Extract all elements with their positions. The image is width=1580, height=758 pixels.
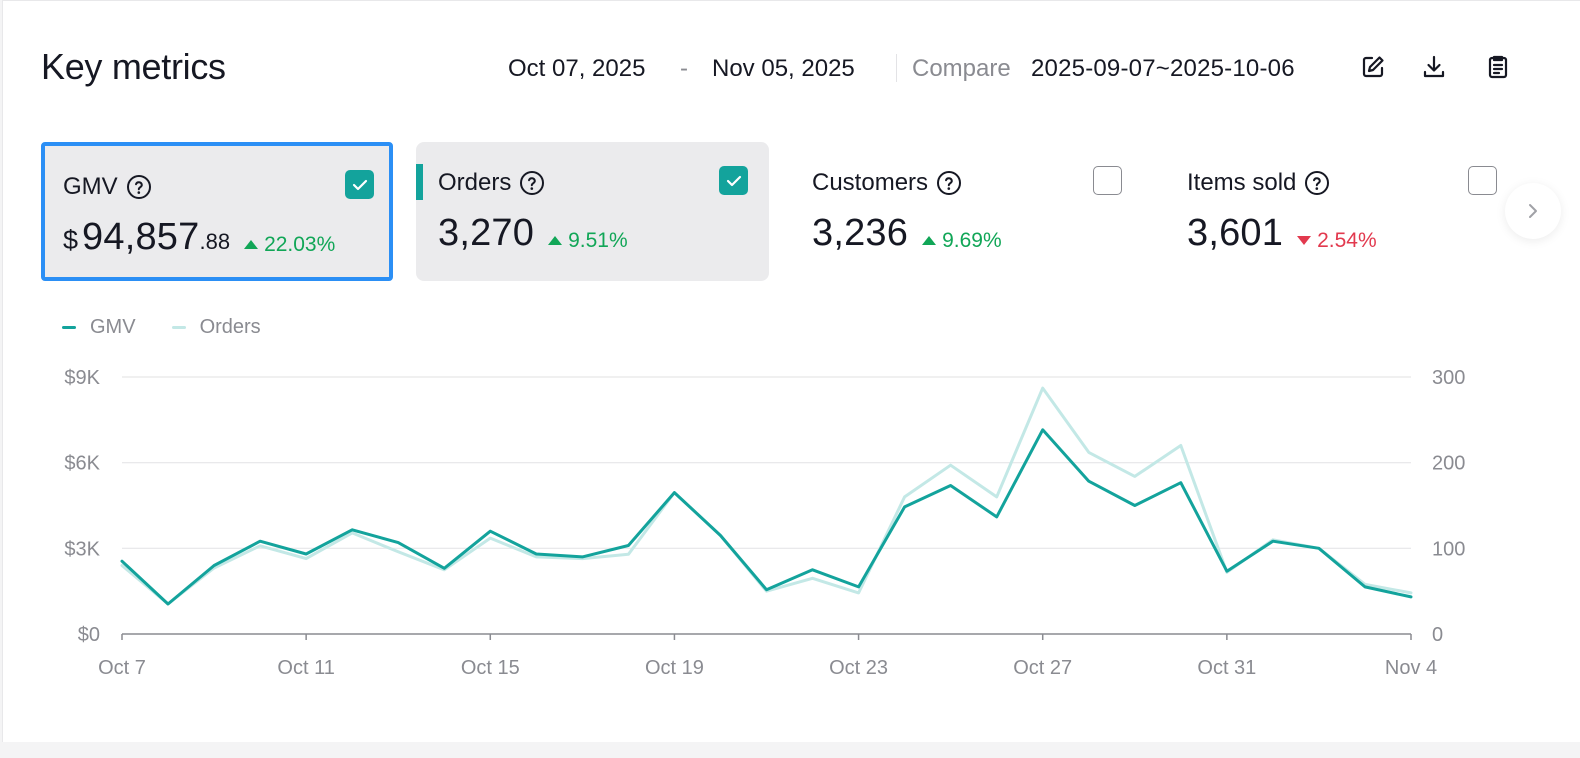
metric-checkbox-items-sold[interactable] [1468,166,1497,195]
metric-value-dec: .88 [199,229,231,254]
metric-value-int: 94,857 [82,216,200,258]
edit-icon[interactable] [1358,52,1388,82]
metric-card-gmv[interactable]: GMV $ 94,857 .88 22.03% [41,142,393,281]
x-tick-label: Oct 19 [645,657,704,679]
metric-card-label: Orders [438,169,545,197]
compare-range[interactable]: 2025-09-07~2025-10-06 [1031,55,1295,82]
legend-swatch [62,326,76,329]
chart-legend: GMV Orders [62,316,261,339]
page-title: Key metrics [41,46,226,87]
help-icon[interactable] [126,174,152,200]
metric-value: 3,236 9.69% [812,212,1002,255]
metric-card-label: GMV [63,173,152,201]
metric-delta: 2.54% [1297,229,1377,253]
header-divider [896,54,897,82]
x-tick-label: Oct 11 [277,657,334,679]
series-color-marker [416,164,423,200]
series-line-orders [120,386,1413,606]
metric-checkbox-orders[interactable] [719,166,748,195]
y-tick-label-left: $9K [64,367,100,389]
x-tick-label: Oct 23 [829,657,888,679]
chevron-right-icon [1529,204,1537,218]
y-tick-label-right: 100 [1432,538,1465,560]
legend-swatch [171,326,186,329]
x-tick-label: Nov 4 [1385,657,1437,679]
help-icon[interactable] [519,170,545,196]
metric-checkbox-customers[interactable] [1093,166,1122,195]
y-tick-label-right: 0 [1432,624,1443,646]
page-background-strip [0,742,1580,758]
series-line-gmv [120,428,1413,606]
metric-checkbox-gmv[interactable] [345,170,374,199]
metric-value-int: 3,601 [1187,212,1284,254]
y-tick-label-right: 200 [1432,453,1465,475]
date-separator: - [680,55,688,82]
y-tick-label-left: $3K [64,538,100,560]
trend-up-icon [244,240,259,249]
legend-item-gmv[interactable]: GMV [62,316,136,339]
x-tick-label: Oct 15 [461,657,520,679]
date-end[interactable]: Nov 05, 2025 [712,55,855,82]
metric-value-int: 3,270 [438,212,535,254]
compare-label: Compare [912,55,1011,82]
legend-item-orders[interactable]: Orders [171,316,261,339]
metric-card-label: Customers [812,169,962,197]
metric-value: 3,270 9.51% [438,212,628,255]
help-icon[interactable] [936,170,962,196]
x-tick-label: Oct 27 [1013,657,1072,679]
trend-up-icon [548,236,563,245]
y-tick-label-left: $0 [78,624,100,646]
trend-up-icon [922,236,937,245]
metric-card-label: Items sold [1187,169,1330,197]
metric-delta: 22.03% [244,233,335,257]
metric-value: $ 94,857 .88 22.03% [63,216,335,259]
metric-delta: 9.51% [548,229,628,253]
x-tick-label: Oct 31 [1197,657,1256,679]
help-icon[interactable] [1304,170,1330,196]
y-tick-label-right: 300 [1432,367,1465,389]
currency-symbol: $ [63,225,79,255]
download-icon[interactable] [1419,52,1449,82]
metric-value: 3,601 2.54% [1187,212,1377,255]
metric-delta: 9.69% [922,229,1002,253]
metric-card-items-sold[interactable]: Items sold 3,601 2.54% [1164,142,1517,281]
clipboard-icon[interactable] [1483,52,1513,82]
carousel-next-button[interactable] [1505,183,1561,239]
metric-card-customers[interactable]: Customers 3,236 9.69% [790,142,1143,281]
line-chart: $0 $3K $6K $9K 0 100 200 300 Oct 7 Oct 11 Oct 15 Oc… [64,367,1465,679]
y-tick-label-left: $6K [64,453,100,475]
metric-value-int: 3,236 [812,212,909,254]
x-tick-label: Oct 7 [98,657,146,679]
trend-down-icon [1297,236,1312,245]
key-metrics-panel [2,0,1580,742]
metric-card-orders[interactable]: Orders 3,270 9.51% [416,142,769,281]
date-start[interactable]: Oct 07, 2025 [508,55,646,82]
